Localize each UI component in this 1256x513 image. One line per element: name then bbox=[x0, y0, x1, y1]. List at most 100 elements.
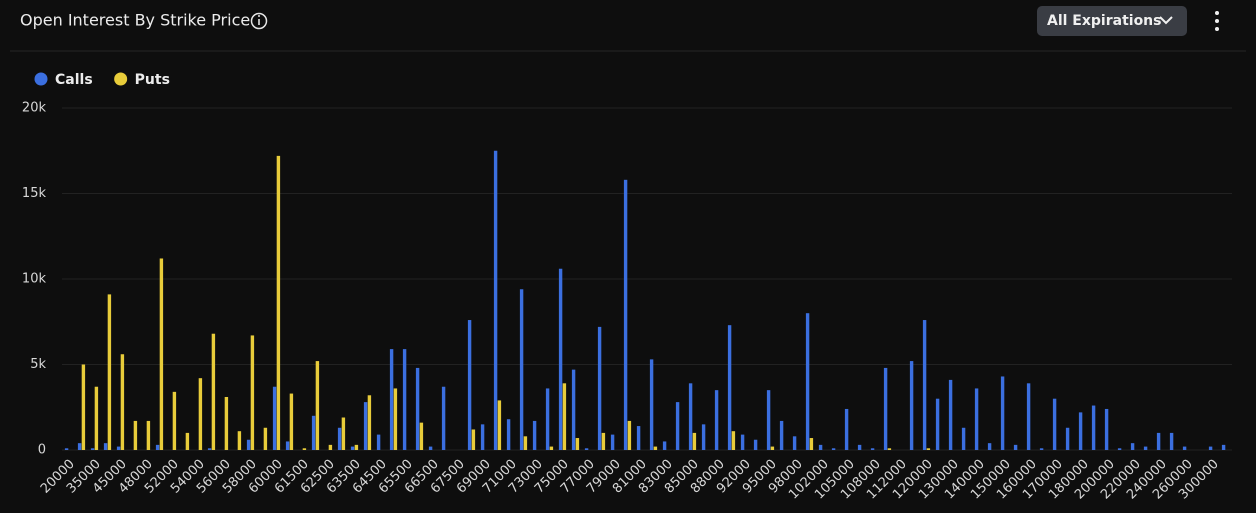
bar bbox=[497, 400, 502, 450]
bar bbox=[818, 444, 823, 450]
bar bbox=[1182, 446, 1187, 450]
bar bbox=[311, 415, 316, 450]
bar bbox=[1208, 446, 1213, 450]
bar bbox=[146, 420, 151, 450]
bar bbox=[692, 432, 697, 450]
chart-title: Open Interest By Strike Price bbox=[20, 11, 250, 30]
bar bbox=[185, 432, 190, 450]
bar bbox=[961, 427, 966, 450]
bar bbox=[558, 268, 563, 450]
bar bbox=[341, 417, 346, 450]
bar bbox=[428, 446, 433, 450]
bar bbox=[731, 431, 736, 450]
bar bbox=[1117, 448, 1122, 450]
bar bbox=[285, 441, 290, 450]
bar bbox=[575, 438, 580, 450]
bar bbox=[1130, 443, 1135, 450]
bar bbox=[887, 448, 892, 450]
bar bbox=[627, 420, 632, 450]
bar bbox=[623, 179, 628, 450]
bar bbox=[207, 448, 212, 450]
bar bbox=[276, 155, 281, 450]
bar bbox=[1078, 412, 1083, 450]
bar bbox=[1169, 432, 1174, 450]
bar bbox=[601, 432, 606, 450]
bar bbox=[415, 367, 420, 450]
legend-label[interactable]: Puts bbox=[135, 72, 170, 88]
bar bbox=[974, 388, 979, 450]
bar bbox=[471, 429, 476, 450]
bar bbox=[263, 427, 268, 450]
bar bbox=[653, 446, 658, 450]
bar bbox=[770, 446, 775, 450]
bar bbox=[159, 258, 164, 450]
bar bbox=[649, 359, 654, 450]
y-tick-label: 0 bbox=[38, 443, 46, 458]
info-icon[interactable] bbox=[250, 12, 268, 30]
bar bbox=[393, 388, 398, 450]
menu-button[interactable] bbox=[1215, 11, 1219, 31]
bar bbox=[753, 439, 758, 450]
y-tick-label: 10k bbox=[22, 272, 47, 287]
bar bbox=[610, 434, 615, 450]
bar bbox=[337, 427, 342, 450]
legend-swatch bbox=[34, 72, 48, 86]
bar bbox=[562, 383, 567, 450]
bar bbox=[1000, 376, 1005, 450]
bar bbox=[224, 396, 229, 450]
bar bbox=[94, 386, 99, 450]
bar bbox=[441, 386, 446, 450]
bar bbox=[81, 364, 86, 450]
bar bbox=[701, 424, 706, 450]
legend-label[interactable]: Calls bbox=[55, 72, 93, 88]
bar bbox=[1039, 448, 1044, 450]
bar bbox=[402, 349, 407, 450]
expirations-button[interactable]: All Expirations bbox=[1037, 6, 1187, 36]
bar bbox=[792, 436, 797, 450]
bar bbox=[1026, 383, 1031, 450]
bar bbox=[328, 444, 333, 450]
bar bbox=[211, 333, 216, 450]
bar bbox=[419, 422, 424, 450]
bar bbox=[805, 313, 810, 450]
bar bbox=[675, 402, 680, 450]
bar bbox=[809, 438, 814, 450]
bar bbox=[519, 289, 524, 450]
bar bbox=[103, 443, 108, 450]
bar bbox=[246, 439, 251, 450]
bar bbox=[493, 150, 498, 450]
bar bbox=[987, 443, 992, 450]
bar bbox=[545, 388, 550, 450]
bar bbox=[155, 444, 160, 450]
bar bbox=[1013, 444, 1018, 450]
bar bbox=[831, 448, 836, 450]
bar bbox=[922, 320, 927, 450]
bar bbox=[198, 378, 203, 450]
bar bbox=[120, 354, 125, 450]
bar bbox=[727, 325, 732, 450]
bar bbox=[779, 420, 784, 450]
y-tick-label: 15k bbox=[22, 186, 47, 201]
bar bbox=[571, 369, 576, 450]
button-label: All Expirations bbox=[1047, 13, 1161, 29]
bar bbox=[1052, 398, 1057, 450]
bar bbox=[636, 426, 641, 450]
bar bbox=[302, 448, 307, 450]
bar bbox=[107, 294, 112, 450]
bar bbox=[688, 383, 693, 450]
bar bbox=[480, 424, 485, 450]
bar bbox=[363, 402, 368, 450]
bar bbox=[714, 390, 719, 450]
bar bbox=[844, 408, 849, 450]
y-tick-label: 20k bbox=[22, 101, 47, 116]
bar bbox=[389, 349, 394, 450]
bar bbox=[935, 398, 940, 450]
bar bbox=[883, 367, 888, 450]
bar bbox=[272, 386, 277, 450]
bar bbox=[584, 448, 589, 450]
bar bbox=[948, 379, 953, 450]
bar bbox=[549, 446, 554, 450]
bar bbox=[523, 436, 528, 450]
